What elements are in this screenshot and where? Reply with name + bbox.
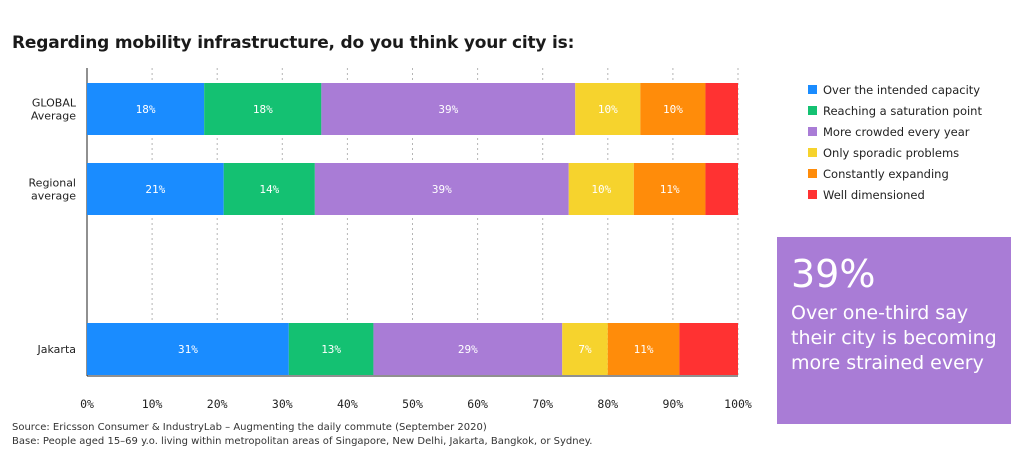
legend-label: Over the intended capacity: [823, 82, 981, 97]
legend-swatch: [808, 190, 817, 199]
bar-segment: [223, 163, 315, 215]
legend-label: Well dimensioned: [823, 187, 925, 202]
bar-segment: [633, 163, 706, 215]
bar-segment: [562, 323, 608, 375]
data-label: 10%: [663, 103, 683, 116]
data-label: 21%: [145, 183, 165, 196]
x-tick-label: 10%: [142, 397, 163, 411]
data-label: 29%: [458, 343, 478, 356]
x-tick-label: 20%: [207, 397, 228, 411]
bar-segment: [607, 323, 680, 375]
data-label: 10%: [591, 183, 611, 196]
x-tick-label: 50%: [402, 397, 423, 411]
legend-swatch: [808, 127, 817, 136]
bar-segment: [204, 83, 322, 135]
category-label: GLOBAL Average: [31, 97, 77, 123]
x-tick-label: 100%: [724, 397, 752, 411]
x-tick-label: 90%: [663, 397, 684, 411]
data-label: 7%: [578, 343, 592, 356]
legend-item: Well dimensioned: [808, 184, 982, 205]
category-label: Jakarta: [37, 343, 76, 356]
bar-segment: [575, 83, 641, 135]
data-label: 14%: [259, 183, 279, 196]
chart-title: Regarding mobility infrastructure, do yo…: [12, 33, 575, 53]
source-note: Source: Ericsson Consumer & IndustryLab …: [12, 422, 487, 433]
bar-segment: [321, 83, 576, 135]
bar-segment: [87, 163, 224, 215]
x-tick-label: 80%: [597, 397, 618, 411]
legend-label: More crowded every year: [823, 124, 970, 139]
category-label: Regional average: [29, 177, 77, 203]
chart-legend: Over the intended capacity Reaching a sat…: [808, 79, 982, 205]
data-label: 39%: [438, 103, 458, 116]
bar-segment: [87, 83, 205, 135]
footnotes: Source: Ericsson Consumer & IndustryLab …: [12, 421, 592, 449]
callout-text: Over one-third say their city is becomin…: [791, 302, 997, 374]
base-note: Base: People aged 15–69 y.o. living with…: [12, 436, 593, 447]
x-tick-label: 0%: [80, 397, 94, 411]
data-label: 11%: [634, 343, 654, 356]
callout-box: 39% Over one-third say their city is bec…: [777, 237, 1011, 424]
bar-segment: [640, 83, 706, 135]
bar-segment: [373, 323, 563, 375]
bar-segment: [314, 163, 569, 215]
legend-label: Reaching a saturation point: [823, 103, 982, 118]
data-label: 39%: [432, 183, 452, 196]
legend-item: Reaching a saturation point: [808, 100, 982, 121]
callout-percentage: 39%: [791, 252, 876, 296]
legend-swatch: [808, 148, 817, 157]
legend-item: Constantly expanding: [808, 163, 982, 184]
x-tick-label: 30%: [272, 397, 293, 411]
bar-segment: [568, 163, 634, 215]
legend-label: Only sporadic problems: [823, 145, 960, 160]
data-label: 31%: [178, 343, 198, 356]
data-label: 10%: [598, 103, 618, 116]
legend-label: Constantly expanding: [823, 166, 949, 181]
data-label: 11%: [660, 183, 680, 196]
legend-item: More crowded every year: [808, 121, 982, 142]
bar-segment: [87, 323, 289, 375]
legend-swatch: [808, 106, 817, 115]
x-tick-label: 70%: [532, 397, 553, 411]
bar-segment: [679, 323, 738, 375]
bar-segment: [288, 323, 374, 375]
legend-item: Over the intended capacity: [808, 79, 982, 100]
legend-swatch: [808, 169, 817, 178]
bar-segment: [705, 163, 738, 215]
legend-swatch: [808, 85, 817, 94]
stacked-bar-chart: 0% 10% 20% 30% 40% 50% 60% 70% 80% 90% 100% GLOBAL A…: [29, 68, 752, 411]
legend-item: Only sporadic problems: [808, 142, 982, 163]
data-label: 13%: [321, 343, 341, 356]
x-tick-label: 60%: [467, 397, 488, 411]
bar-segment: [705, 83, 738, 135]
x-tick-label: 40%: [337, 397, 358, 411]
data-label: 18%: [136, 103, 156, 116]
data-label: 18%: [253, 103, 273, 116]
